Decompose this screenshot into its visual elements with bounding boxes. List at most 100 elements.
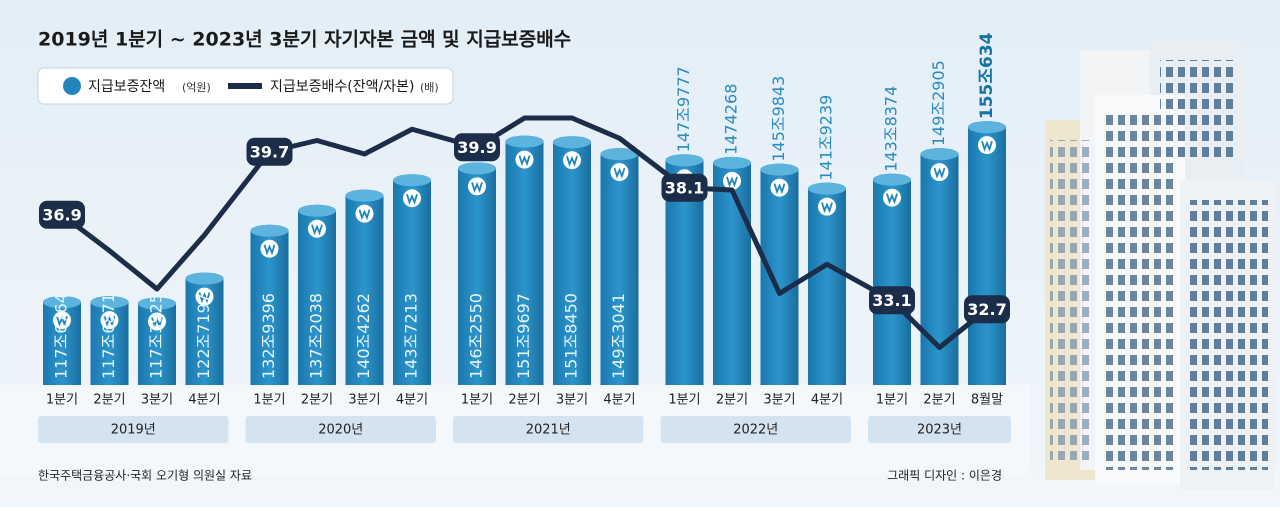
line-label-box <box>869 286 915 315</box>
bar <box>90 296 129 385</box>
won-icon-glyph <box>773 183 786 195</box>
legend-unit: (억원) <box>182 81 211 94</box>
line-value-label: 39.7 <box>250 142 289 161</box>
won-icon-glyph <box>406 193 418 205</box>
bar <box>873 173 911 385</box>
line-label-box <box>39 200 85 229</box>
bar <box>920 148 959 385</box>
line-label-box <box>246 137 293 166</box>
group-label: 2020년 <box>318 423 363 438</box>
x-tick-label: 4분기 <box>396 393 428 408</box>
won-icon-glyph <box>471 182 483 194</box>
bar <box>665 154 704 385</box>
won-icon-glyph <box>198 292 211 304</box>
bar <box>345 189 384 385</box>
x-tick-label: 1분기 <box>253 393 285 408</box>
x-tick-label: 1분기 <box>668 393 700 408</box>
bar <box>553 136 591 385</box>
line-label-box <box>454 133 500 162</box>
x-tick-label: 2분기 <box>923 393 955 408</box>
bar <box>250 224 289 385</box>
bar-top <box>185 272 224 285</box>
bar-value-label: 151조9697 <box>514 293 533 379</box>
bar <box>43 296 81 385</box>
bar <box>393 174 431 385</box>
bar-top <box>920 148 959 161</box>
source: 한국주택금융공사·국회 오기형 의원실 자료 <box>38 469 252 483</box>
bar-value-label: 140조4262 <box>354 293 373 379</box>
group-label: 2023년 <box>917 423 962 438</box>
bar-top <box>600 148 639 161</box>
bar-value-label: 143조7213 <box>402 293 421 379</box>
bar <box>760 163 799 385</box>
won-icon-glyph <box>933 167 946 179</box>
x-tick-label: 4분기 <box>603 393 635 408</box>
line-label-box <box>964 295 1010 324</box>
bar-top <box>43 296 81 309</box>
bar-value-label: 149조3041 <box>609 293 628 379</box>
line-value-label: 36.9 <box>42 205 81 224</box>
bar-top <box>298 204 336 217</box>
won-icon-glyph <box>358 209 371 221</box>
bar-value-label: 141조9239 <box>817 95 836 181</box>
legend-label: 지급보증잔액 <box>88 79 165 95</box>
won-icon-glyph <box>311 224 323 236</box>
bar-value-label: 137조2038 <box>307 293 326 379</box>
line-value-label: 33.1 <box>872 291 911 310</box>
bar-top <box>873 173 911 186</box>
x-tick-label: 3분기 <box>556 393 588 408</box>
bar <box>185 272 224 385</box>
won-icon-glyph <box>566 155 578 167</box>
chart-title: 2019년 1분기 ~ 2023년 3분기 자기자본 금액 및 지급보증배수 <box>38 29 571 51</box>
line-value-label: 32.7 <box>967 300 1006 319</box>
bar-value-label: 145조9843 <box>769 76 788 162</box>
x-tick-label: 3분기 <box>763 393 795 408</box>
x-tick-label: 1분기 <box>876 393 908 408</box>
line <box>60 115 989 350</box>
group-label: 2021년 <box>526 423 571 438</box>
legend-label: 지급보증배수(잔액/자본) <box>270 79 414 95</box>
bar-value-label: 117조6764 <box>52 293 71 379</box>
buildings <box>1045 40 1275 490</box>
won-icon-glyph <box>151 317 163 329</box>
bar-top <box>505 135 544 148</box>
won-icon-glyph <box>518 155 531 167</box>
bar <box>298 204 336 385</box>
bar-top <box>250 224 289 237</box>
bar-top <box>760 163 799 176</box>
bar-top <box>138 297 176 310</box>
bar-top <box>665 154 704 167</box>
won-icon-glyph <box>103 315 116 327</box>
bar-value-label: 122조7197 <box>194 293 213 379</box>
bar <box>600 148 639 385</box>
x-tick-label: 2분기 <box>93 393 125 408</box>
bar <box>138 297 176 385</box>
legend-unit: (배) <box>420 81 439 94</box>
line-value-label: 38.1 <box>665 178 704 197</box>
x-tick-label: 2분기 <box>716 393 748 408</box>
bar-top <box>458 162 496 175</box>
bar-value-label: 151조8450 <box>562 293 581 379</box>
won-icon-glyph <box>726 176 738 188</box>
won-icon-glyph <box>56 315 68 327</box>
won-icon-glyph <box>263 244 276 256</box>
x-tick-label: 4분기 <box>811 393 843 408</box>
bar-value-label: 117조3925 <box>147 293 166 379</box>
group-band <box>453 416 644 443</box>
bar <box>968 121 1006 385</box>
bar-top <box>968 121 1006 134</box>
x-tick-label: 2분기 <box>508 393 540 408</box>
group-label: 2019년 <box>111 423 156 438</box>
bar-top <box>393 174 431 187</box>
bar-value-label: 117조6871 <box>99 293 118 379</box>
bar-top <box>713 156 751 169</box>
bar-top <box>553 136 591 149</box>
x-tick-label: 8월말 <box>971 393 1003 408</box>
bar-value-label: 143조8374 <box>882 86 901 172</box>
bar <box>505 135 544 385</box>
x-tick-label: 2분기 <box>301 393 333 408</box>
group-band <box>38 416 229 443</box>
bar <box>808 182 846 385</box>
